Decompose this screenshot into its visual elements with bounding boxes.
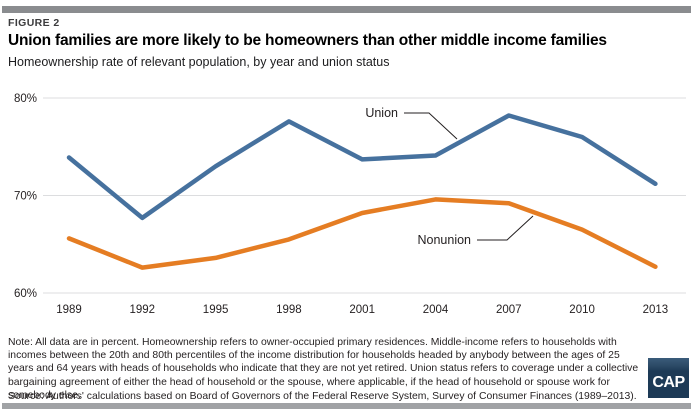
x-tick-label: 2007 — [496, 304, 522, 316]
leader-line-nonunion — [477, 215, 534, 241]
figure-title: Union families are more likely to be hom… — [8, 32, 607, 49]
series-label-union: Union — [365, 106, 398, 120]
figure-subtitle: Homeownership rate of relevant populatio… — [8, 55, 390, 69]
x-tick-label: 1989 — [56, 304, 82, 316]
series-line-nonunion — [66, 197, 658, 270]
y-tick-label: 80% — [14, 93, 37, 105]
leader-line-union — [404, 112, 458, 140]
x-tick-label: 1992 — [130, 304, 156, 316]
source-line: Source: Authors' calculations based on B… — [8, 391, 637, 402]
line-chart: 80% 70% 60% 1989 1992 1995 1998 2001 2004 2007 201… — [14, 93, 686, 316]
series-label-nonunion: Nonunion — [417, 233, 471, 247]
footnote: Note: All data are in percent. Homeowner… — [8, 337, 639, 401]
x-tick-label: 1998 — [276, 304, 302, 316]
y-tick-label: 60% — [14, 288, 37, 300]
figure-label: FIGURE 2 — [8, 17, 60, 29]
x-tick-label: 2013 — [643, 304, 669, 316]
x-tick-label: 2001 — [349, 304, 375, 316]
cap-logo: CAP — [648, 358, 689, 398]
x-tick-label: 1995 — [203, 304, 229, 316]
top-accent-bar — [2, 6, 691, 13]
y-tick-label: 70% — [14, 191, 37, 203]
series-line-union — [66, 113, 658, 221]
x-tick-label: 2010 — [569, 304, 595, 316]
x-tick-label: 2004 — [423, 304, 449, 316]
cap-logo-text: CAP — [652, 374, 685, 391]
bottom-accent-bar — [2, 403, 691, 409]
